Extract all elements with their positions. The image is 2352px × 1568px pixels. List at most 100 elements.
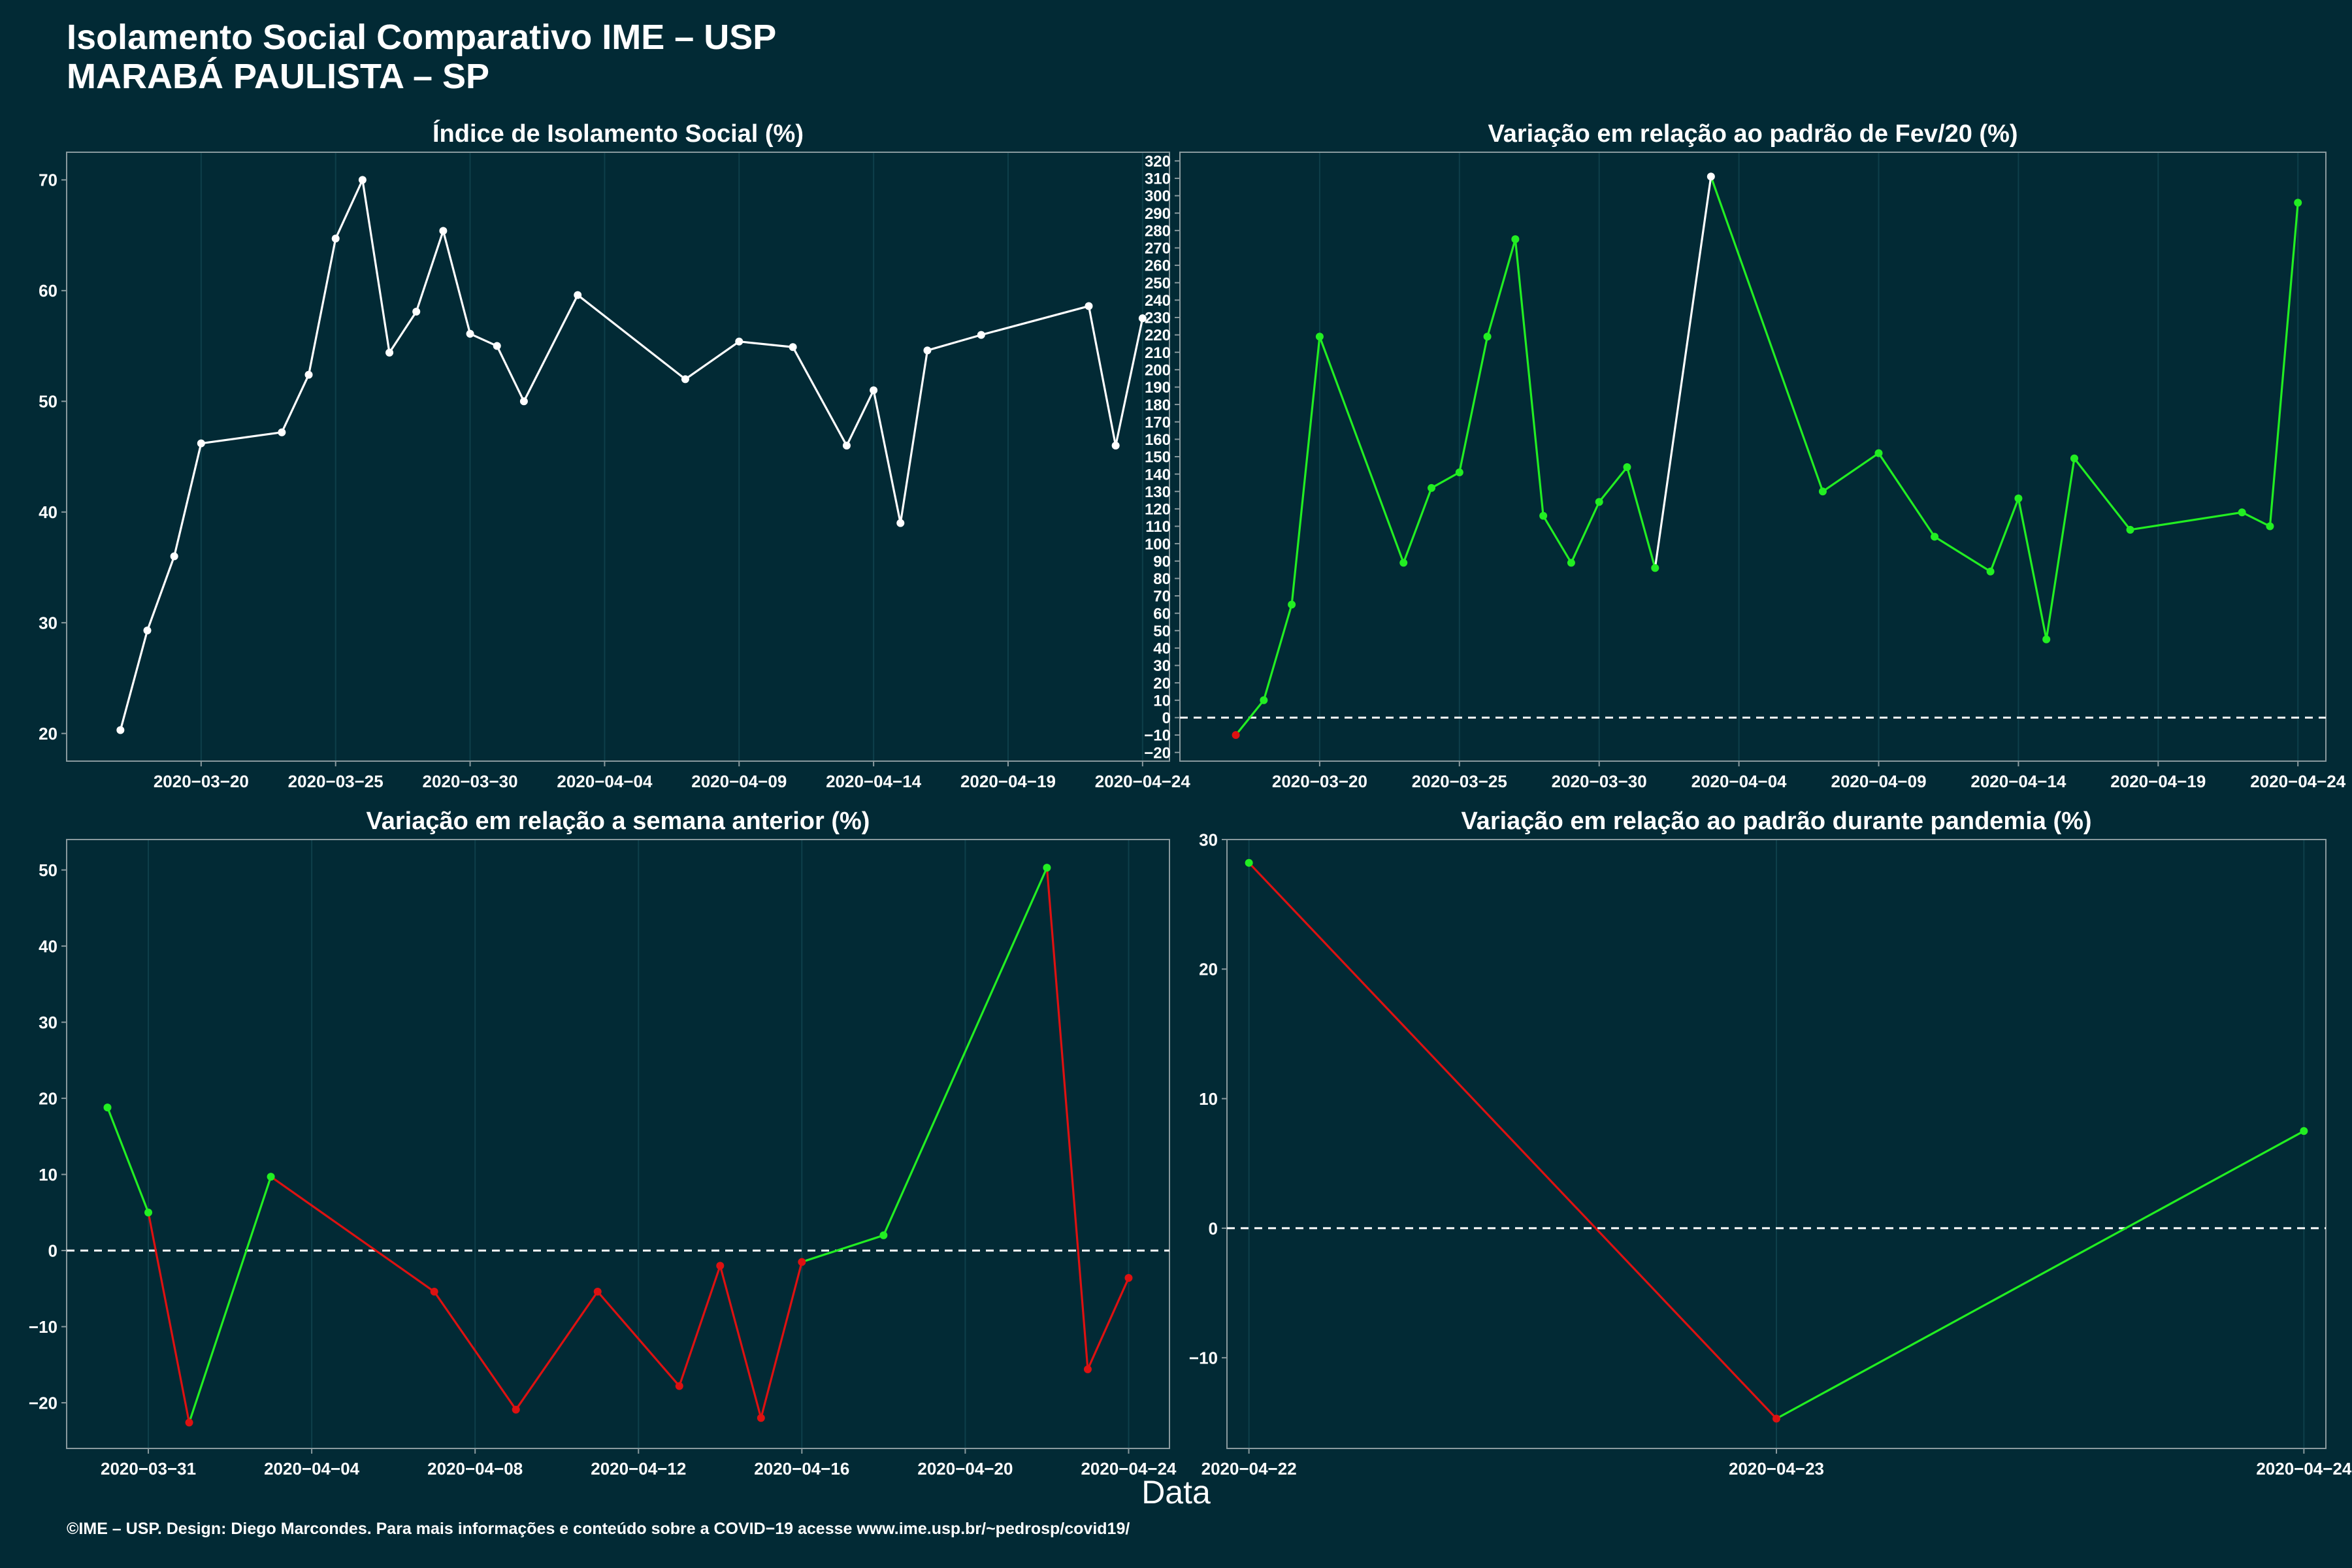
x-axis-label: Data (1141, 1474, 1211, 1511)
data-point (1539, 512, 1548, 520)
x-tick-label: 2020−04−04 (557, 772, 653, 791)
series-segment (845, 389, 875, 447)
series-segment (678, 1264, 721, 1388)
panel-title: Variação em relação a semana anterior (%… (367, 808, 870, 835)
y-tick-label: 0 (1162, 710, 1171, 727)
series-segment (926, 333, 983, 351)
data-point (1651, 564, 1659, 572)
series-segment (1402, 487, 1433, 564)
data-point (304, 370, 313, 379)
chart-variacao-fev20: Variação em relação ao padrão de Fev/20 … (1144, 120, 2346, 791)
x-tick-label: 2020−04−24 (2250, 772, 2346, 791)
series-segment (1290, 335, 1321, 606)
y-tick-label: 0 (1209, 1218, 1218, 1238)
series-segment (1430, 471, 1461, 489)
series-segment (106, 1106, 150, 1214)
panel-title: Variação em relação ao padrão durante pa… (1461, 808, 2091, 835)
y-tick-label: 20 (39, 724, 57, 743)
series-segment (760, 1260, 803, 1419)
y-tick-label: 30 (39, 1013, 57, 1032)
series-segment (388, 310, 417, 354)
footer-credits: ©IME – USP. Design: Diego Marcondes. Par… (67, 1520, 1130, 1538)
y-tick-label: 260 (1145, 257, 1171, 275)
y-tick-label: −20 (1144, 744, 1171, 762)
series-segment (1710, 175, 1824, 493)
x-tick-label: 2020−04−22 (1201, 1459, 1297, 1478)
series-segment (1086, 1277, 1130, 1371)
series-segment (1262, 603, 1293, 702)
chart-isolamento-indice: Índice de Isolamento Social (%)203040506… (39, 119, 1190, 791)
series-segment (1318, 335, 1405, 564)
y-tick-label: 110 (1145, 518, 1171, 536)
x-tick-label: 2020−04−14 (1970, 772, 2066, 791)
x-tick-label: 2020−03−31 (101, 1459, 196, 1478)
data-point (735, 337, 743, 346)
data-point (1260, 696, 1268, 704)
x-tick-label: 2020−04−24 (2256, 1459, 2352, 1478)
data-point (466, 329, 474, 338)
y-tick-label: 30 (39, 613, 57, 633)
x-tick-label: 2020−03−30 (423, 772, 518, 791)
data-point (170, 552, 178, 561)
series-segment (2073, 457, 2132, 531)
data-point (1232, 731, 1240, 740)
y-tick-label: 70 (39, 171, 57, 190)
data-point (1111, 442, 1120, 450)
series-segment (2241, 511, 2272, 528)
series-segment (188, 1175, 272, 1424)
data-point (1595, 498, 1603, 506)
series-segment (738, 340, 794, 348)
x-tick-label: 2020−04−14 (826, 772, 922, 791)
data-point (1085, 302, 1093, 310)
series-segment (496, 344, 525, 402)
data-point (2070, 454, 2078, 463)
data-point (870, 386, 878, 395)
data-point (1043, 864, 1051, 872)
data-point (789, 343, 797, 351)
y-tick-label: 220 (1145, 327, 1171, 344)
data-point (1245, 858, 1253, 867)
panel-frame (66, 152, 1170, 762)
y-tick-label: 40 (39, 502, 57, 522)
data-point (412, 308, 421, 316)
y-tick-label: 270 (1145, 240, 1171, 257)
y-tick-label: 90 (1153, 553, 1171, 570)
data-point (2294, 199, 2302, 207)
series-segment (119, 629, 149, 732)
data-point (675, 1382, 683, 1390)
series-segment (1234, 699, 1265, 736)
data-point (144, 1208, 153, 1217)
chart-variacao-pandemia: Variação em relação ao padrão durante pa… (1189, 808, 2352, 1478)
data-point (1315, 333, 1324, 341)
data-point (512, 1405, 520, 1414)
data-point (1483, 333, 1492, 341)
data-point (2238, 508, 2246, 517)
data-point (430, 1288, 438, 1296)
data-point (1818, 487, 1827, 496)
y-tick-label: 180 (1145, 397, 1171, 414)
data-point (896, 519, 905, 527)
data-point (519, 397, 528, 406)
y-tick-label: 10 (39, 1165, 57, 1184)
series-segment (1514, 238, 1544, 517)
data-point (716, 1262, 725, 1270)
data-point (267, 1173, 275, 1181)
chart-variacao-semana-anterior: Variação em relação a semana anterior (%… (29, 808, 1177, 1478)
y-tick-label: 290 (1145, 205, 1171, 223)
data-point (2300, 1127, 2308, 1135)
series-segment (269, 1175, 436, 1293)
series-segment (1821, 452, 1880, 493)
y-tick-label: 230 (1145, 310, 1171, 327)
y-tick-label: 130 (1145, 483, 1171, 501)
series-segment (576, 293, 687, 380)
series-segment (468, 333, 498, 348)
data-point (1138, 314, 1147, 323)
data-point (1455, 468, 1463, 476)
series-segment (1989, 497, 2020, 573)
y-tick-label: 50 (1153, 623, 1171, 640)
y-tick-label: 200 (1145, 361, 1171, 379)
y-tick-label: 70 (1153, 588, 1171, 606)
x-tick-label: 2020−03−20 (1272, 772, 1367, 791)
series-segment (882, 866, 1049, 1237)
series-segment (596, 1290, 681, 1388)
